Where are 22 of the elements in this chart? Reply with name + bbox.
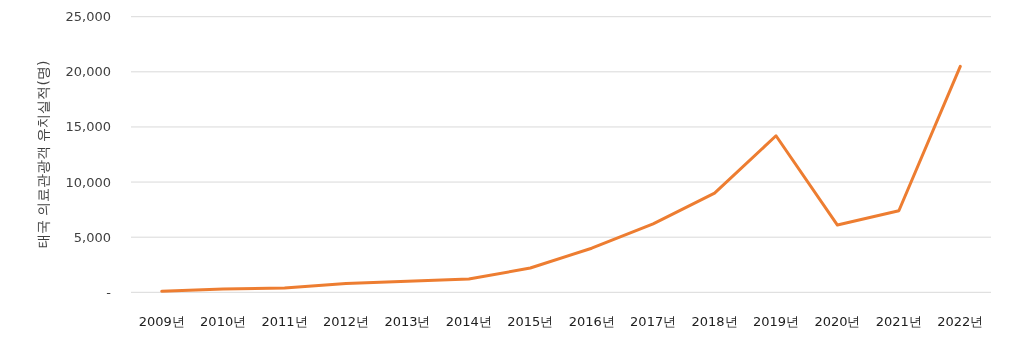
x-tick-label: 2018년: [691, 314, 738, 329]
x-tick-label: 2021년: [875, 314, 922, 329]
x-tick-label: 2022년: [937, 314, 984, 329]
x-tick-label: 2020년: [814, 314, 861, 329]
x-tick-label: 2009년: [138, 314, 185, 329]
y-tick-label: 20,000: [65, 64, 111, 80]
x-tick-label: 2015년: [507, 314, 554, 329]
x-tick-label: 2019년: [752, 314, 800, 329]
x-tick-label: 2013년: [384, 314, 431, 329]
x-tick-label: 2011년: [261, 314, 308, 329]
y-tick-label: -: [106, 284, 112, 300]
y-tick-label: 10,000: [65, 174, 111, 190]
x-tick-label: 2017년: [630, 314, 677, 329]
x-tick-label: 2014년: [445, 314, 492, 329]
y-tick-label: 5,000: [73, 229, 111, 245]
y-tick-label: 25,000: [65, 9, 111, 25]
line-series: [160, 64, 962, 293]
x-tick-label: 2016년: [568, 314, 615, 329]
x-tick-label: 2010년: [200, 314, 247, 329]
y-tick-label: 15,000: [65, 119, 111, 135]
x-tick-label: 2012년: [322, 314, 370, 329]
y-axis-title: 태국 의료관광객 유치실적(명): [35, 60, 51, 249]
